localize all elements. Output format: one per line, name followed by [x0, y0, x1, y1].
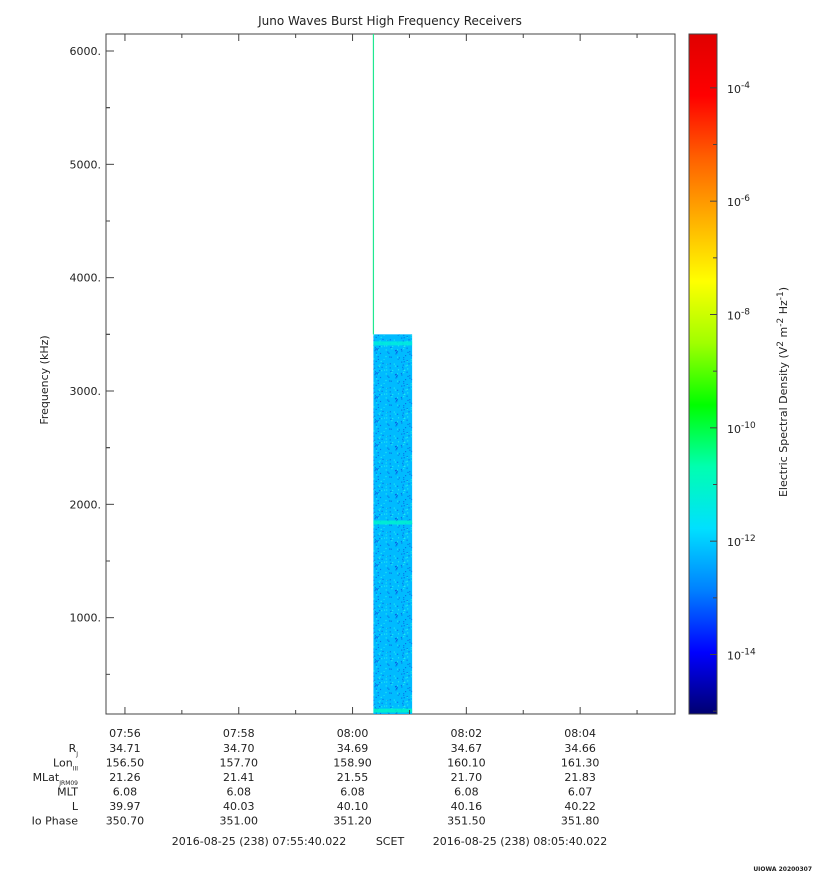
colorbar-tick-label: 10-14: [727, 648, 756, 663]
ephemeris-row-label: L: [72, 800, 79, 813]
ephemeris-value: 39.97: [109, 800, 141, 813]
spectrogram: [372, 34, 413, 714]
colorbar-tick-label: 10-4: [727, 81, 750, 96]
ephemeris-value: 34.71: [109, 742, 141, 755]
ephemeris-value: 6.08: [340, 786, 365, 799]
y-axis-label: Frequency (kHz): [38, 335, 51, 424]
time-range-scet: SCET: [376, 835, 405, 848]
footer-stamp: UIOWA 20200307: [753, 866, 812, 873]
ephemeris-value: 21.55: [337, 771, 369, 784]
ephemeris-value: 34.70: [223, 742, 255, 755]
colorbar-ticks: 10-4 10-6 10-8 10-10 10-12 10-14: [710, 81, 756, 712]
ephemeris-value: 21.26: [109, 771, 141, 784]
ephemeris-row-label: RJ: [69, 742, 79, 758]
x-tick-label: 07:58: [223, 727, 255, 740]
ephemeris-value: 6.08: [226, 786, 251, 799]
y-axis: 1000. 2000. 3000. 4000. 5000. 6000.: [70, 45, 114, 675]
burst-band: [373, 341, 413, 346]
ephemeris-value: 34.69: [337, 742, 369, 755]
x-tick-label: 08:02: [450, 727, 482, 740]
colorbar-tick-label: 10-8: [727, 308, 750, 323]
ephemeris-value: 34.66: [564, 742, 596, 755]
y-tick-label: 1000.: [70, 612, 102, 625]
time-range-end: 2016-08-25 (238) 08:05:40.022: [433, 835, 607, 848]
ephemeris-value: 6.08: [454, 786, 479, 799]
ephemeris-value: 34.67: [451, 742, 483, 755]
ephemeris-row-label: MLT: [57, 786, 78, 799]
x-tick-label: 08:00: [337, 727, 369, 740]
ephemeris-value: 161.30: [561, 757, 600, 770]
ephemeris-value: 351.00: [219, 815, 258, 828]
ephemeris-value: 21.41: [223, 771, 255, 784]
ephemeris-value: 158.90: [333, 757, 372, 770]
ephemeris-value: 156.50: [106, 757, 145, 770]
burst-band: [373, 708, 413, 713]
colorbar-tick-label: 10-6: [727, 194, 750, 209]
time-range-start: 2016-08-25 (238) 07:55:40.022: [172, 835, 346, 848]
ephemeris-row-label: MLatJRM09: [33, 771, 79, 787]
colorbar-tick-label: 10-12: [727, 534, 756, 549]
y-tick-label: 2000.: [70, 498, 102, 511]
y-tick-label: 6000.: [70, 45, 102, 58]
ephemeris-value: 350.70: [106, 815, 145, 828]
ephemeris-row-label: LonIII: [53, 757, 78, 773]
x-tick-label: 08:04: [564, 727, 596, 740]
ephemeris-value: 351.20: [333, 815, 372, 828]
y-tick-label: 4000.: [70, 272, 102, 285]
ephemeris-value: 351.80: [561, 815, 600, 828]
y-tick-label: 5000.: [70, 158, 102, 171]
ephemeris-value: 40.22: [564, 800, 596, 813]
ephemeris-value: 6.07: [568, 786, 593, 799]
ephemeris-value: 40.03: [223, 800, 255, 813]
colorbar-label: Electric Spectral Density (V2 m-2 Hz-1): [776, 287, 790, 497]
x-tick-label: 07:56: [109, 727, 141, 740]
ephemeris-value: 6.08: [113, 786, 138, 799]
x-axis: 07:56 07:58 08:00 08:02 08:04: [109, 34, 638, 740]
ephemeris-value: 351.50: [447, 815, 486, 828]
ephemeris-value: 21.70: [451, 771, 483, 784]
ephemeris-value: 40.16: [451, 800, 483, 813]
ephemeris-row-label: Io Phase: [32, 815, 79, 828]
ephemeris-value: 21.83: [564, 771, 596, 784]
colorbar: [688, 33, 718, 715]
colorbar-tick-label: 10-10: [727, 421, 756, 436]
ephemeris-table: RJ 34.71 34.70 34.69 34.67 34.66 LonIII 156.50 1…: [32, 742, 600, 828]
ephemeris-value: 40.10: [337, 800, 369, 813]
ephemeris-value: 160.10: [447, 757, 486, 770]
ephemeris-value: 157.70: [219, 757, 258, 770]
chart-title: Juno Waves Burst High Frequency Receiver…: [257, 14, 522, 28]
y-tick-label: 3000.: [70, 385, 102, 398]
burst-band: [373, 520, 413, 525]
